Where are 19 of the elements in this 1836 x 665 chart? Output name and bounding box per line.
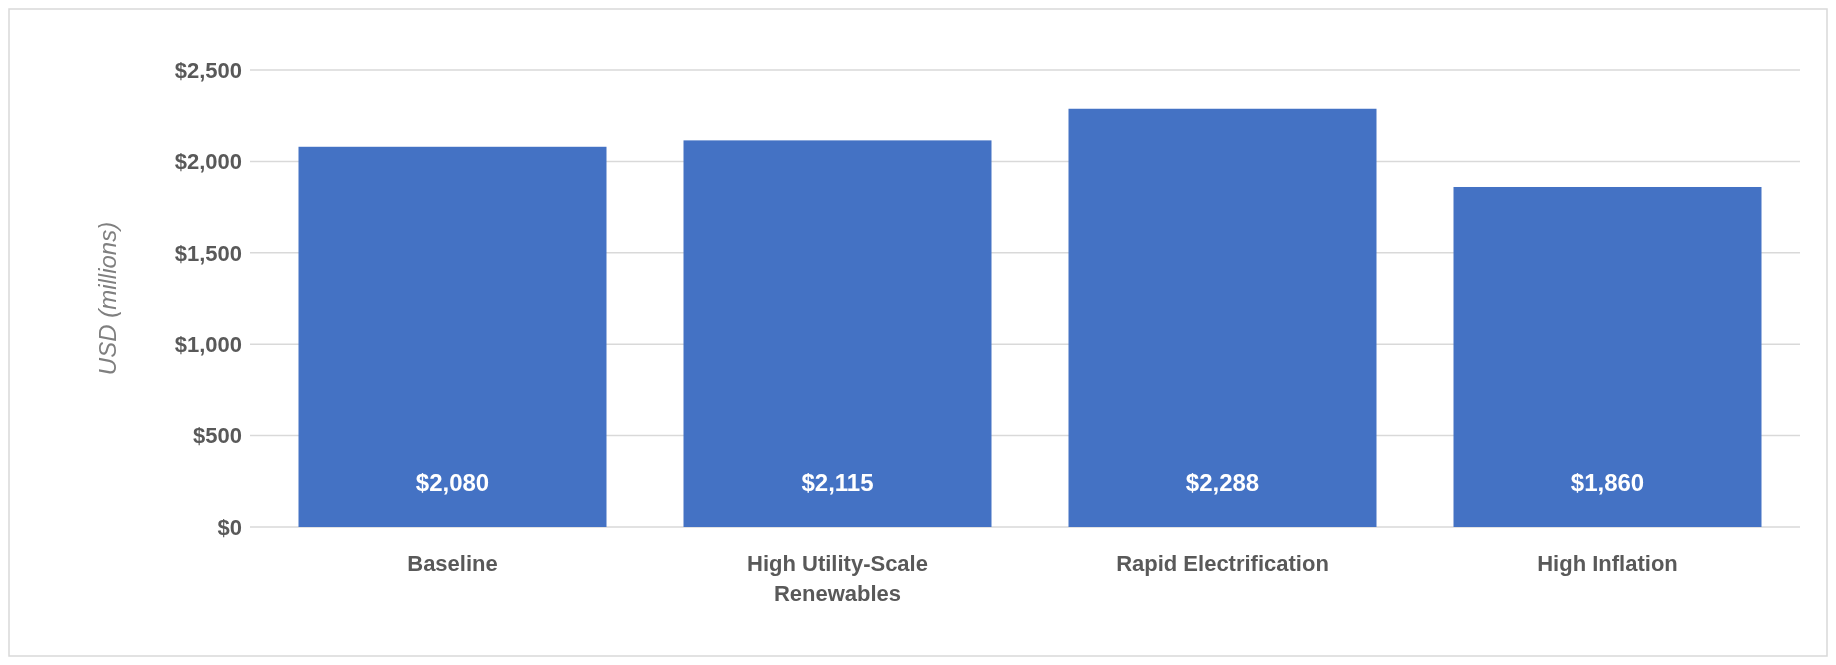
x-tick-label: High Inflation (1537, 551, 1678, 576)
bar (1068, 108, 1377, 527)
data-label: $2,115 (801, 469, 874, 496)
data-label: $2,080 (415, 469, 490, 496)
bar (1453, 186, 1762, 527)
data-label: $1,860 (1570, 469, 1645, 496)
bar (683, 140, 992, 527)
y-tick-label: $2,000 (174, 149, 242, 175)
y-tick-label: $0 (217, 514, 242, 540)
bar (298, 146, 607, 527)
x-tick-label: High Utility-Scale Renewables (747, 551, 928, 606)
y-axis-title: USD (millions) (94, 221, 121, 376)
y-tick-label: $1,500 (174, 240, 242, 266)
x-tick-label: Rapid Electrification (1116, 551, 1329, 576)
data-label: $2,288 (1185, 469, 1260, 496)
y-tick-label: $500 (193, 423, 242, 449)
x-tick-label: Baseline (407, 551, 498, 576)
y-tick-label: $1,000 (174, 331, 242, 357)
y-tick-label: $2,500 (174, 57, 242, 83)
